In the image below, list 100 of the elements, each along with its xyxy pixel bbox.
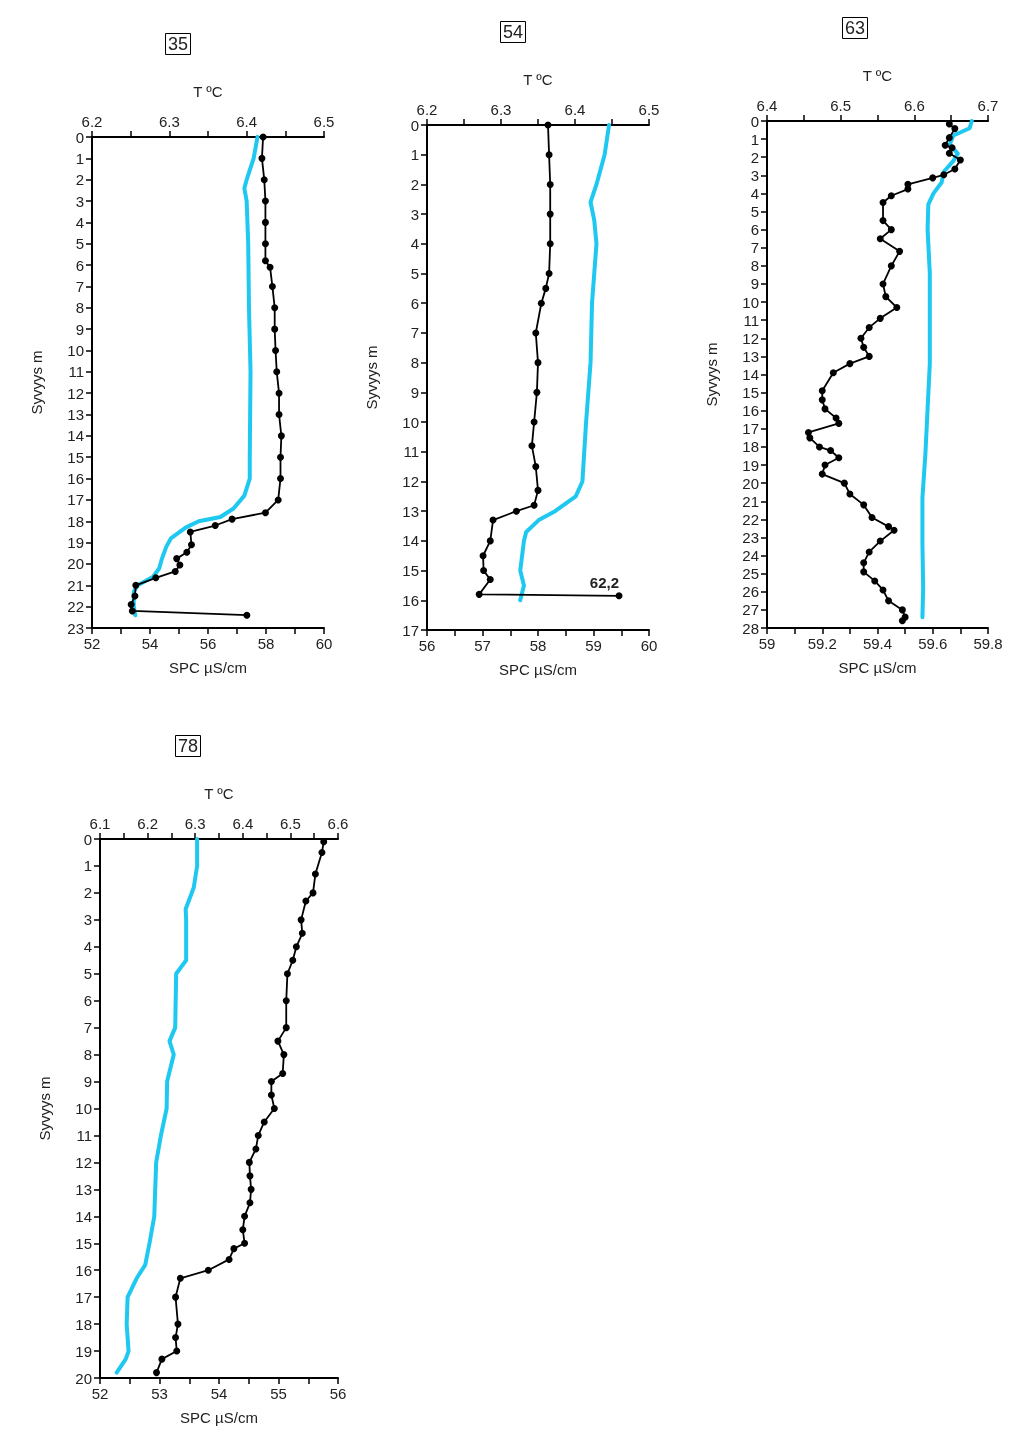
point bbox=[132, 581, 140, 589]
x2-tick-label: 6.4 bbox=[564, 101, 586, 118]
point bbox=[254, 1131, 262, 1139]
point bbox=[261, 197, 269, 205]
y-tick-label: 6 bbox=[83, 992, 92, 1010]
point bbox=[282, 1024, 290, 1032]
y-tick-label: 11 bbox=[68, 363, 84, 381]
point bbox=[951, 125, 959, 133]
y-tick-label: 0 bbox=[75, 128, 84, 146]
y-tick-label: 2 bbox=[750, 148, 759, 166]
y-tick-label: 3 bbox=[83, 911, 92, 929]
point bbox=[204, 1266, 212, 1274]
point bbox=[280, 1051, 288, 1059]
point bbox=[241, 1212, 249, 1220]
x-axis-title: SPC µS/cm bbox=[838, 659, 917, 676]
point bbox=[274, 1037, 282, 1045]
point bbox=[956, 156, 964, 164]
point bbox=[261, 218, 269, 226]
y-tick-label: 1 bbox=[750, 130, 759, 148]
y-tick-label: 5 bbox=[750, 203, 759, 221]
y-tick-label: 16 bbox=[742, 402, 759, 420]
point bbox=[868, 514, 876, 522]
y-tick-label: 19 bbox=[742, 456, 759, 474]
point bbox=[230, 1245, 238, 1253]
point bbox=[532, 463, 540, 471]
point bbox=[282, 997, 290, 1005]
x-tick-label: 59.8 bbox=[973, 635, 1003, 652]
point bbox=[267, 1091, 275, 1099]
y-tick-label: 20 bbox=[742, 474, 759, 492]
y-tick-label: 1 bbox=[75, 149, 84, 167]
point bbox=[546, 240, 554, 248]
point bbox=[277, 453, 284, 461]
y-tick-label: 5 bbox=[410, 265, 419, 283]
point bbox=[885, 597, 893, 605]
point bbox=[865, 323, 873, 331]
y-tick-label: 26 bbox=[742, 583, 759, 601]
y-tick-label: 8 bbox=[75, 299, 84, 317]
point bbox=[261, 257, 269, 265]
point bbox=[898, 617, 906, 625]
y-tick-label: 23 bbox=[742, 528, 759, 546]
point bbox=[865, 548, 873, 556]
x-tick-label: 56 bbox=[418, 637, 436, 654]
point bbox=[827, 447, 835, 455]
x-axis-title: SPC µS/cm bbox=[499, 661, 577, 678]
point bbox=[172, 1334, 180, 1342]
point bbox=[882, 293, 890, 301]
x2-tick-label: 6.4 bbox=[756, 97, 778, 114]
point bbox=[173, 1347, 181, 1355]
point bbox=[261, 509, 269, 517]
point bbox=[289, 956, 297, 964]
x2-axis-title: T ºC bbox=[193, 83, 223, 100]
x-tick-label: 53 bbox=[151, 1385, 168, 1402]
point bbox=[887, 262, 895, 270]
point bbox=[246, 1172, 254, 1180]
y-tick-label: 0 bbox=[410, 116, 419, 134]
point bbox=[806, 434, 814, 442]
y-tick-label: 15 bbox=[75, 1234, 92, 1252]
y-tick-label: 1 bbox=[410, 146, 419, 164]
y-tick-label: 21 bbox=[67, 576, 84, 594]
y-tick-label: 13 bbox=[402, 502, 419, 520]
y-tick-label: 7 bbox=[75, 277, 84, 295]
y-tick-label: 10 bbox=[402, 413, 419, 431]
point bbox=[860, 568, 868, 576]
point bbox=[475, 590, 483, 598]
point bbox=[298, 929, 306, 937]
point bbox=[818, 470, 826, 478]
y-tick-label: 11 bbox=[743, 311, 759, 329]
point bbox=[865, 352, 873, 360]
y-tick-label: 6 bbox=[410, 294, 419, 312]
point bbox=[860, 501, 868, 509]
point bbox=[245, 1158, 253, 1166]
y-tick-label: 10 bbox=[742, 293, 759, 311]
x2-tick-label: 6.2 bbox=[416, 101, 438, 118]
x2-tick-label: 6.5 bbox=[313, 113, 335, 130]
x-tick-label: 56 bbox=[329, 1385, 347, 1402]
y-tick-label: 2 bbox=[410, 175, 419, 193]
x2-tick-label: 6.2 bbox=[137, 815, 159, 832]
point bbox=[840, 479, 848, 487]
y-tick-label: 19 bbox=[75, 1342, 92, 1360]
point bbox=[546, 210, 554, 218]
point bbox=[153, 1369, 161, 1377]
y-tick-label: 18 bbox=[742, 438, 759, 456]
point bbox=[879, 198, 887, 206]
y-tick-label: 9 bbox=[750, 275, 759, 293]
point bbox=[534, 486, 542, 494]
x-tick-label: 55 bbox=[270, 1385, 287, 1402]
x2-tick-label: 6.3 bbox=[158, 113, 180, 130]
y-tick-label: 13 bbox=[67, 406, 84, 424]
y-tick-label: 5 bbox=[83, 965, 92, 983]
point bbox=[846, 360, 854, 368]
point bbox=[271, 325, 279, 333]
y-tick-label: 8 bbox=[410, 354, 419, 372]
y-tick-label: 2 bbox=[83, 884, 92, 902]
point bbox=[152, 574, 160, 582]
y-tick-label: 10 bbox=[75, 1100, 92, 1117]
x2-tick-label: 6.6 bbox=[903, 97, 925, 114]
point bbox=[887, 192, 895, 200]
y-tick-label: 24 bbox=[742, 547, 759, 565]
point bbox=[173, 555, 181, 563]
x-tick-label: 54 bbox=[210, 1385, 228, 1402]
